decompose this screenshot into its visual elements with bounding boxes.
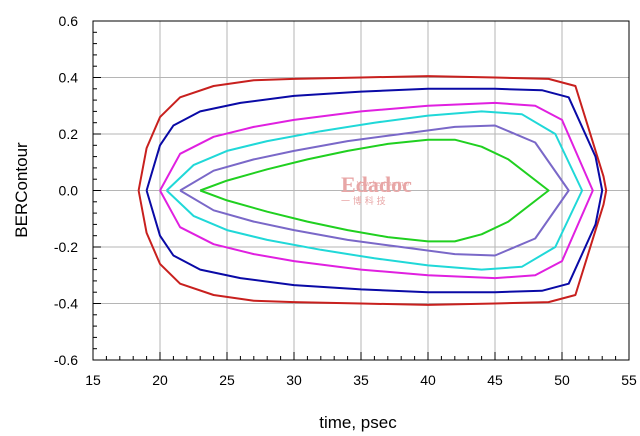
watermark-chinese: 一 博 科 技 xyxy=(341,195,386,207)
x-tick-label: 35 xyxy=(353,372,369,388)
y-tick-label: 0.4 xyxy=(59,70,79,86)
x-axis-label: time, psec xyxy=(319,413,397,432)
x-tick-label: 50 xyxy=(554,372,570,388)
y-tick-label: -0.4 xyxy=(54,296,78,312)
x-tick-label: 45 xyxy=(487,372,503,388)
axis-ticks xyxy=(92,20,630,361)
y-tick-label: 0.0 xyxy=(59,183,79,199)
x-tick-label: 15 xyxy=(85,372,101,388)
y-tick-label: 0.2 xyxy=(59,126,79,142)
y-tick-labels: -0.6 -0.4 -0.2 0.0 0.2 0.4 0.6 xyxy=(54,13,78,368)
contour-series-6 xyxy=(199,138,550,243)
y-tick-label: 0.6 xyxy=(59,13,79,29)
x-tick-label: 55 xyxy=(621,372,637,388)
contour-series-2 xyxy=(145,87,604,294)
series-group xyxy=(137,75,608,306)
x-tick-label: 20 xyxy=(152,372,168,388)
y-tick-label: -0.2 xyxy=(54,239,78,255)
contour-series-3 xyxy=(159,101,594,280)
contour-series-5 xyxy=(179,124,570,257)
x-tick-label: 40 xyxy=(420,372,436,388)
x-tick-label: 30 xyxy=(286,372,302,388)
y-axis-label: BERContour xyxy=(12,142,31,238)
contour-series-1 xyxy=(137,75,608,306)
watermark-tagline: Your best partner xyxy=(356,181,410,188)
contour-series-4 xyxy=(166,110,584,271)
y-tick-label: -0.6 xyxy=(54,352,78,368)
x-tick-label: 25 xyxy=(219,372,235,388)
watermark: Edadoc Your best partner 一 博 科 技 xyxy=(341,172,412,207)
watermark-brand: Edadoc xyxy=(341,172,412,197)
x-tick-labels: 15 20 25 30 35 40 45 50 55 xyxy=(85,372,637,388)
